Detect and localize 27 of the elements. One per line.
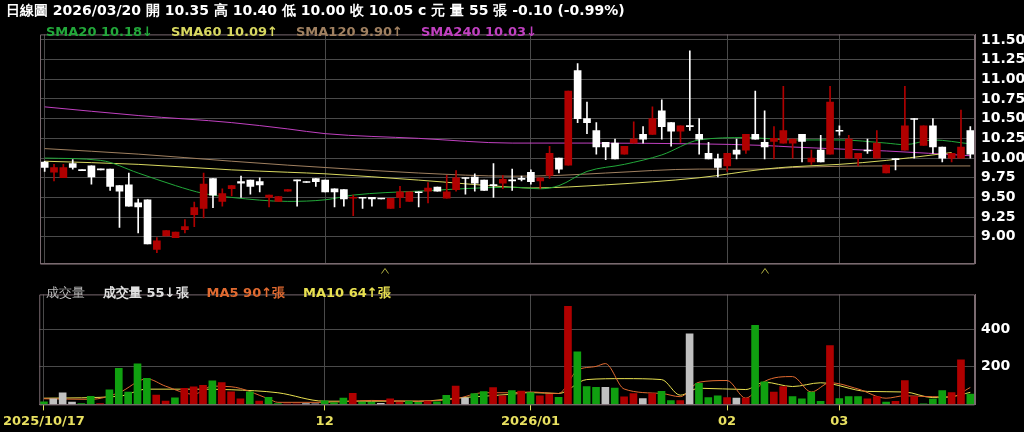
y-tick-label: 11.50 bbox=[981, 30, 1024, 47]
x-tick-label: 2026/01 bbox=[501, 412, 561, 428]
y-tick-label: 10.75 bbox=[981, 89, 1024, 106]
text: SMA60 10.09↑ bbox=[171, 24, 278, 39]
y-tick-label: 10.50 bbox=[981, 109, 1024, 126]
text: 成交量 55↓張 bbox=[103, 284, 189, 302]
y-tick-label: 11.00 bbox=[981, 69, 1024, 86]
text: SMA20 10.18↓ bbox=[46, 24, 153, 39]
text: MA10 64↑張 bbox=[303, 284, 391, 302]
text: MA5 90↑張 bbox=[206, 284, 286, 302]
chart-title: 日線圖 2026/03/20 開 10.35 高 10.40 低 10.00 收 10.05 c 元 量 55 張 -0.10 (-0.99%) bbox=[5, 1, 626, 20]
x-tick-label: 2025/10/17 bbox=[3, 412, 85, 428]
y-tick-label: 9.50 bbox=[981, 188, 1016, 205]
y-tick-label: 10.25 bbox=[981, 129, 1024, 146]
y-tick-label: 200 bbox=[981, 357, 1011, 374]
chart-title: 成交量 bbox=[46, 284, 85, 302]
x-tick-label: 02 bbox=[717, 412, 737, 428]
y-tick-label: 400 bbox=[981, 319, 1011, 336]
y-tick-label: 9.00 bbox=[981, 227, 1016, 244]
text: SMA240 10.03↓ bbox=[421, 24, 538, 39]
y-tick-label: 9.25 bbox=[981, 207, 1016, 224]
x-tick-label: 12 bbox=[315, 412, 334, 428]
y-tick-label: 11.25 bbox=[981, 50, 1024, 67]
text: SMA120 9.90↑ bbox=[296, 24, 403, 39]
y-tick-label: 9.75 bbox=[981, 168, 1016, 185]
x-tick-label: 03 bbox=[830, 412, 849, 428]
y-tick-label: 10.00 bbox=[981, 148, 1024, 165]
